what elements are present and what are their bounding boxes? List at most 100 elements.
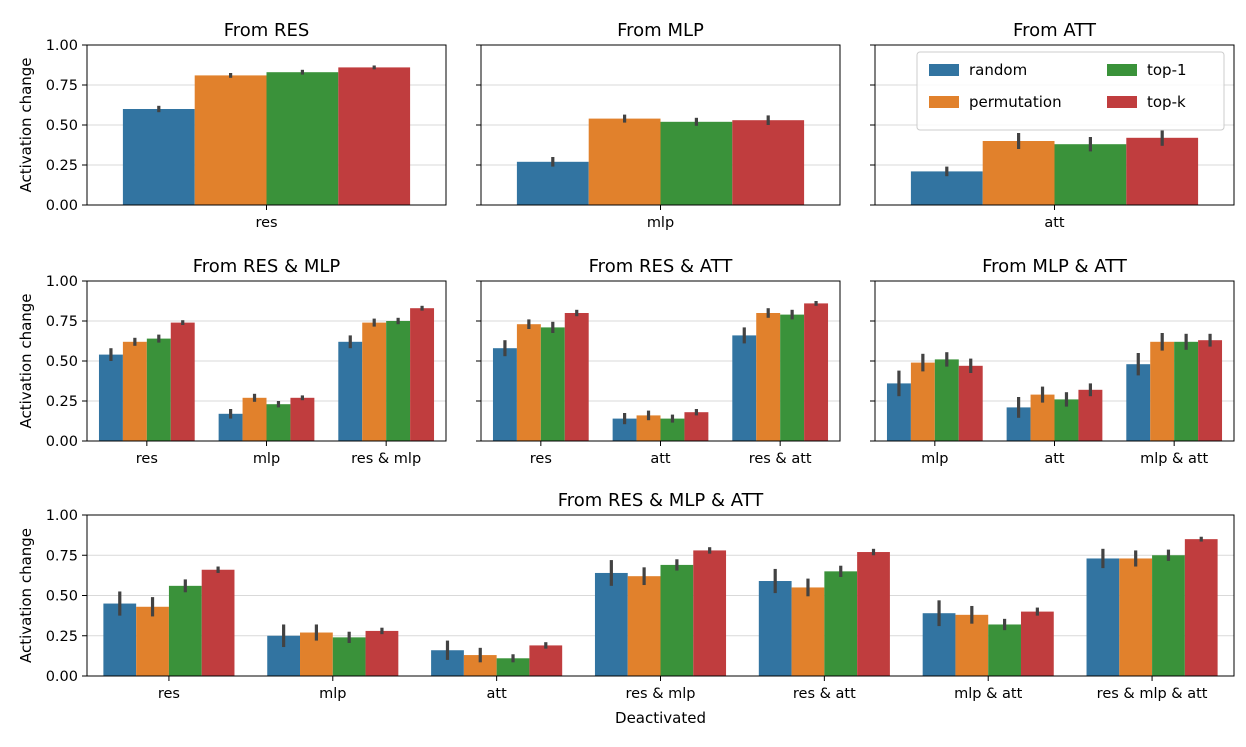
- bar-top-1-att: [660, 418, 685, 441]
- bar-permutation-att: [636, 415, 661, 441]
- bar-top-k-mlp: [290, 397, 315, 441]
- bar-top-k-mlp: [958, 365, 983, 441]
- y-tick-label: 0.00: [46, 669, 78, 685]
- bar-top-1-res: [146, 338, 171, 441]
- legend: random permutation top-1 top-k: [916, 51, 1225, 131]
- y-tick-label: 0.00: [46, 198, 78, 214]
- bar-permutation-res-and-mlp-and-att: [1119, 558, 1153, 676]
- panel-title: From RES & MLP & ATT: [558, 490, 765, 511]
- bar-permutation-res: [136, 606, 169, 676]
- y-tick-label: 0.50: [46, 118, 78, 134]
- legend-label-top-k: top-k: [1147, 93, 1186, 111]
- bar-random-res-and-mlp: [338, 341, 363, 441]
- bar-permutation-res-and-att: [756, 313, 781, 441]
- bar-top-k-res: [170, 322, 195, 441]
- y-tick-label: 0.75: [46, 78, 78, 94]
- bar-top-k-res: [564, 313, 589, 441]
- y-tick-label: 0.50: [46, 354, 78, 370]
- bar-random-res-and-att: [758, 581, 792, 676]
- bar-random-res-and-mlp-and-att: [1086, 558, 1120, 676]
- y-tick-label: 1.00: [46, 38, 78, 54]
- bar-permutation-res-and-mlp: [362, 322, 387, 441]
- legend-label-random: random: [969, 61, 1027, 79]
- legend-swatch-top-k: [1107, 96, 1137, 108]
- y-axis-label: Activation change: [17, 293, 35, 428]
- x-tick-label-res: res: [158, 686, 180, 702]
- panel-title: From MLP: [617, 20, 704, 41]
- x-tick-label-res-and-mlp-and-att: res & mlp & att: [1097, 686, 1208, 702]
- bar-permutation-res: [122, 341, 147, 441]
- panel-from-att: att From ATT: [870, 20, 1235, 231]
- bar-top-1-mlp: [660, 121, 733, 205]
- bar-top-k-att: [684, 412, 709, 441]
- x-tick-label-res: res: [136, 451, 158, 467]
- bar-top-1-res: [266, 72, 339, 205]
- y-tick-label: 0.50: [46, 589, 78, 605]
- panel-from-mlp: mlp From MLP: [476, 20, 841, 231]
- bar-permutation-mlp: [242, 397, 267, 441]
- bar-top-k-res-and-att: [857, 552, 890, 676]
- x-tick-label-att: att: [650, 451, 671, 467]
- panel-from-mlp-and-att: mlp att mlp & att From MLP & ATT: [870, 256, 1235, 467]
- x-tick-label-res: res: [255, 215, 277, 231]
- y-tick-label: 0.00: [46, 434, 78, 450]
- bar-top-1-mlp: [332, 637, 366, 676]
- bar-top-k-res-and-mlp: [693, 550, 727, 676]
- bar-top-k-res-and-mlp-and-att: [1184, 539, 1218, 676]
- x-tick-label-att: att: [1044, 215, 1065, 231]
- bar-top-k-res-and-mlp: [410, 308, 435, 441]
- bar-permutation-mlp-and-att: [955, 614, 989, 676]
- bar-permutation-res-and-mlp: [627, 576, 661, 676]
- bar-permutation-res: [194, 75, 267, 206]
- x-tick-label-res-and-mlp: res & mlp: [625, 686, 695, 702]
- bar-top-k-mlp-and-att: [1020, 611, 1054, 676]
- bar-random-res: [122, 109, 195, 205]
- y-tick-label: 0.75: [46, 548, 78, 564]
- bar-top-k-mlp: [732, 120, 805, 205]
- bar-random-att: [1006, 407, 1031, 441]
- x-tick-label-mlp: mlp: [319, 686, 346, 702]
- legend-label-permutation: permutation: [969, 93, 1062, 111]
- x-tick-label-res-and-att: res & att: [749, 451, 812, 467]
- bar-permutation-att: [1030, 394, 1055, 441]
- bar-top-1-res-and-mlp: [386, 321, 411, 441]
- panel-title: From RES & MLP: [193, 256, 341, 277]
- bar-top-k-att: [529, 645, 563, 676]
- bar-top-1-res-and-att: [824, 571, 858, 676]
- bar-top-1-res-and-mlp: [660, 564, 694, 676]
- bar-top-1-att: [1054, 144, 1127, 205]
- bar-top-1-res-and-mlp-and-att: [1152, 555, 1185, 676]
- panel-title: From RES: [224, 20, 310, 41]
- x-tick-label-att: att: [487, 686, 508, 702]
- bar-random-res-and-att: [732, 335, 757, 441]
- bar-top-1-res: [168, 585, 202, 676]
- bar-top-1-res: [540, 327, 565, 441]
- x-tick-label-res: res: [530, 451, 552, 467]
- x-axis-label: Deactivated: [615, 709, 706, 727]
- legend-swatch-top-1: [1107, 64, 1137, 76]
- panel-from-res: 0.00 0.25 0.50 0.75 1.00 res From RES Activatio…: [17, 20, 447, 231]
- panel-title: From MLP & ATT: [982, 256, 1128, 277]
- bar-permutation-res-and-att: [791, 587, 825, 676]
- bar-permutation-att: [982, 141, 1055, 205]
- legend-box: [916, 51, 1225, 131]
- bar-top-1-mlp: [934, 359, 959, 441]
- bar-top-1-att: [1054, 399, 1079, 441]
- bar-random-att: [612, 418, 637, 441]
- bar-top-k-res-and-att: [804, 303, 829, 441]
- bar-random-res: [492, 348, 517, 441]
- legend-swatch-permutation: [929, 96, 959, 108]
- x-tick-label-att: att: [1044, 451, 1065, 467]
- panel-from-res-and-mlp-and-att: 0.00 0.25 0.50 0.75 1.00 res mlp att res & mlp re…: [17, 490, 1235, 727]
- bar-random-att: [910, 171, 983, 205]
- bar-permutation-mlp-and-att: [1150, 341, 1175, 441]
- x-tick-label-res-and-att: res & att: [793, 686, 856, 702]
- x-tick-label-mlp: mlp: [921, 451, 948, 467]
- x-tick-label-mlp-and-att: mlp & att: [1140, 451, 1208, 467]
- bar-permutation-res: [516, 324, 541, 441]
- bar-random-res-and-mlp: [594, 572, 628, 676]
- y-tick-label: 1.00: [46, 508, 78, 524]
- y-tick-label: 0.25: [46, 158, 78, 174]
- bar-permutation-mlp: [910, 362, 935, 441]
